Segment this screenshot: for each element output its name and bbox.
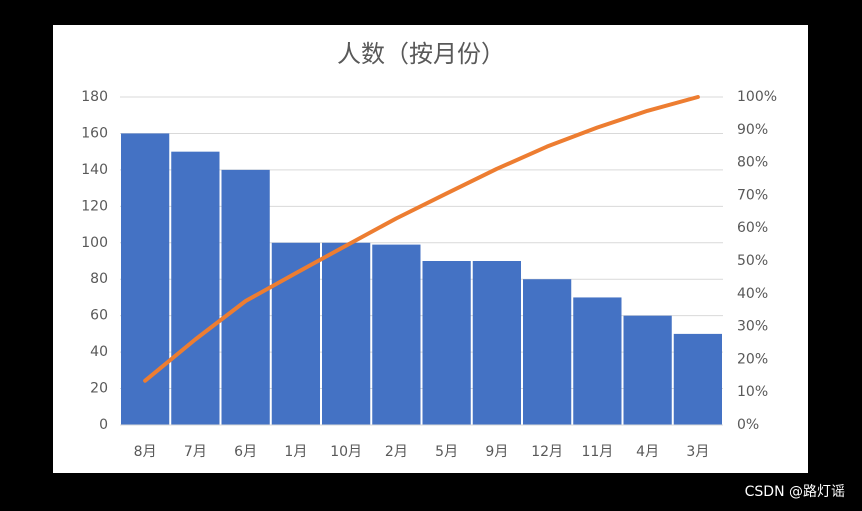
bar [472, 261, 521, 425]
y2-tick-label: 90% [737, 122, 768, 138]
x-tick-label: 9月 [485, 444, 508, 460]
y-tick-label: 140 [81, 162, 108, 178]
x-tick-label: 12月 [531, 444, 563, 460]
watermark: CSDN @路灯谣 [745, 484, 845, 500]
x-tick-label: 10月 [330, 444, 362, 460]
x-tick-label: 11月 [581, 444, 613, 460]
y2-tick-label: 20% [737, 351, 768, 367]
y-tick-label: 60 [90, 308, 108, 324]
y2-tick-label: 0% [737, 417, 759, 433]
bar [623, 315, 672, 425]
y-tick-label: 100 [81, 235, 108, 251]
bar [523, 279, 572, 425]
y2-tick-label: 30% [737, 319, 768, 335]
y-tick-label: 160 [81, 125, 108, 141]
x-tick-label: 1月 [284, 444, 307, 460]
y-tick-label: 20 [90, 381, 108, 397]
bar [673, 333, 722, 425]
y2-tick-label: 80% [737, 155, 768, 171]
x-tick-label: 6月 [234, 444, 257, 460]
y-tick-label: 0 [99, 417, 108, 433]
y2-tick-label: 70% [737, 187, 768, 203]
y2-tick-label: 40% [737, 286, 768, 302]
y-tick-label: 40 [90, 344, 108, 360]
bar [372, 244, 421, 425]
y-tick-label: 80 [90, 271, 108, 287]
x-tick-label: 3月 [686, 444, 709, 460]
bar [573, 297, 622, 425]
bar [422, 261, 471, 425]
bar [322, 242, 371, 425]
cumulative-line [143, 95, 700, 383]
x-tick-label: 4月 [636, 444, 659, 460]
bar [121, 133, 170, 425]
y-tick-label: 180 [81, 89, 108, 105]
bar [271, 242, 320, 425]
x-tick-label: 5月 [435, 444, 458, 460]
y2-tick-label: 50% [737, 253, 768, 269]
x-tick-label: 7月 [184, 444, 207, 460]
bar [221, 169, 270, 425]
chart-title: 人数（按月份） [337, 40, 505, 68]
x-tick-label: 8月 [134, 444, 157, 460]
bar [171, 151, 220, 425]
y2-tick-label: 100% [737, 89, 777, 105]
y2-tick-label: 10% [737, 384, 768, 400]
y-tick-label: 120 [81, 198, 108, 214]
y2-tick-label: 60% [737, 220, 768, 236]
x-tick-label: 2月 [385, 444, 408, 460]
